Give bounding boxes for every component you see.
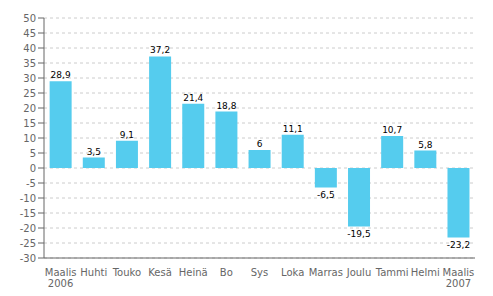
svg-text:-15: -15	[20, 208, 36, 219]
svg-text:-5: -5	[26, 178, 36, 189]
svg-text:Joulu: Joulu	[346, 267, 372, 278]
svg-text:-20: -20	[20, 223, 36, 234]
svg-text:Tammi: Tammi	[375, 267, 409, 278]
svg-text:-25: -25	[20, 238, 36, 249]
svg-text:18,8: 18,8	[216, 101, 236, 111]
svg-text:Helmi: Helmi	[411, 267, 440, 278]
svg-text:10,7: 10,7	[382, 125, 402, 135]
svg-text:5: 5	[30, 148, 36, 159]
svg-text:35: 35	[23, 58, 36, 69]
svg-text:Touko: Touko	[112, 267, 141, 278]
svg-text:Huhti: Huhti	[80, 267, 107, 278]
svg-text:9,1: 9,1	[120, 130, 134, 140]
svg-text:Marras: Marras	[309, 267, 343, 278]
svg-text:11,1: 11,1	[283, 124, 303, 134]
svg-text:-6,5: -6,5	[317, 190, 335, 200]
svg-text:Bo: Bo	[220, 267, 233, 278]
svg-text:50: 50	[23, 13, 36, 24]
svg-text:Sys: Sys	[251, 267, 268, 278]
svg-text:40: 40	[23, 43, 36, 54]
svg-text:37,2: 37,2	[150, 45, 170, 55]
svg-text:Maalis2007: Maalis2007	[443, 267, 475, 288]
svg-text:45: 45	[23, 28, 36, 39]
svg-text:Loka: Loka	[281, 267, 304, 278]
svg-text:Maalis2006: Maalis2006	[45, 267, 77, 288]
svg-text:3,5: 3,5	[87, 147, 101, 157]
svg-text:5,8: 5,8	[418, 140, 433, 150]
svg-text:10: 10	[23, 133, 36, 144]
svg-text:28,9: 28,9	[51, 70, 71, 80]
svg-text:-30: -30	[20, 253, 36, 264]
svg-text:Heinä: Heinä	[179, 267, 208, 278]
svg-text:6: 6	[257, 139, 263, 149]
svg-text:-10: -10	[20, 193, 36, 204]
svg-text:-19,5: -19,5	[347, 229, 370, 239]
svg-text:Kesä: Kesä	[148, 267, 172, 278]
svg-text:21,4: 21,4	[183, 93, 203, 103]
svg-text:-23,2: -23,2	[447, 240, 470, 250]
svg-text:0: 0	[30, 163, 36, 174]
svg-text:30: 30	[23, 73, 36, 84]
svg-text:15: 15	[23, 118, 36, 129]
svg-text:25: 25	[23, 88, 36, 99]
svg-text:20: 20	[23, 103, 36, 114]
